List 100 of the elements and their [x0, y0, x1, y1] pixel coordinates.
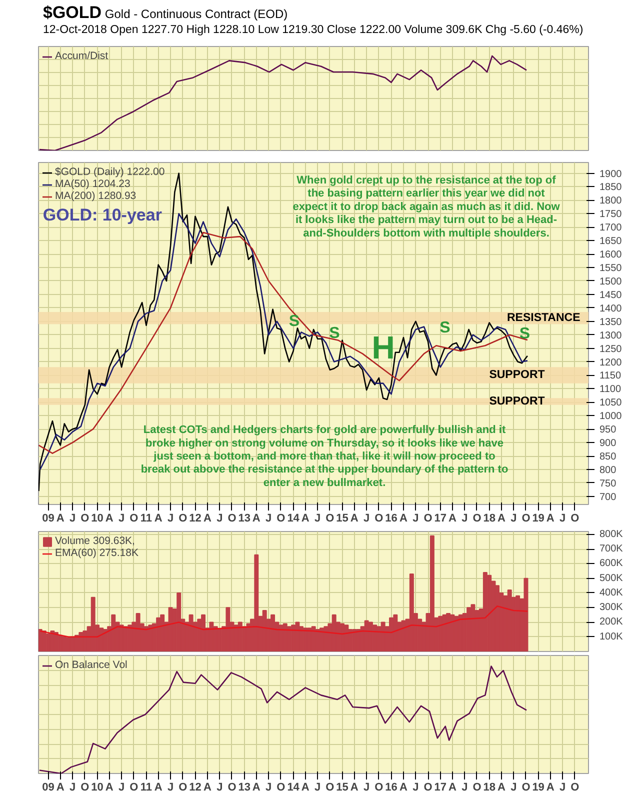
- x-tick-label: A: [301, 782, 310, 791]
- x-tick-label: 17: [434, 782, 446, 791]
- x-tick-label: J: [560, 512, 566, 524]
- x-tick-label: O: [130, 512, 139, 524]
- annotation: S: [329, 325, 340, 342]
- x-tick-label: 12: [189, 512, 202, 524]
- y-tick-label: 700: [600, 492, 617, 503]
- y-tick-label: 1400: [600, 303, 622, 314]
- x-tick-label: J: [412, 512, 419, 524]
- y-tick-label: 950: [600, 424, 617, 436]
- y-tick-label: 1150: [600, 370, 622, 382]
- x-tick-label: 13: [238, 782, 250, 791]
- bar: [226, 607, 230, 652]
- x-tick-label: O: [326, 782, 335, 791]
- x-tick-label: O: [276, 782, 286, 791]
- y-tick-label: 200K: [600, 616, 624, 628]
- x-tick-label: J: [216, 782, 223, 791]
- annotation: S: [440, 320, 451, 337]
- y-tick-label: 1300: [600, 330, 622, 342]
- bar: [46, 633, 51, 652]
- band-label: RESISTANCE: [506, 312, 581, 324]
- x-tick-label: J: [462, 782, 468, 791]
- x-tick-label: O: [522, 512, 531, 524]
- x-tick-label: A: [448, 782, 456, 791]
- y-tick-label: 400K: [600, 587, 624, 598]
- x-tick-label: O: [424, 782, 433, 791]
- x-tick-label: 09: [42, 782, 54, 791]
- x-tick-label: 11: [140, 512, 152, 524]
- bar: [111, 614, 116, 652]
- x-tick-label: J: [364, 782, 370, 791]
- bar: [307, 628, 312, 652]
- y-tick-label: 1450: [600, 290, 622, 301]
- x-tick-label: A: [252, 512, 260, 524]
- x-tick-label: A: [56, 512, 64, 524]
- x-tick-label: J: [314, 782, 321, 791]
- bar: [430, 535, 434, 652]
- x-tick-label: O: [472, 512, 482, 524]
- legend-label: Volume 309.63K,: [55, 535, 135, 547]
- x-tick-label: 14: [287, 512, 300, 524]
- annotation: H: [372, 330, 395, 366]
- y-tick-label: 1550: [600, 263, 622, 274]
- x-tick-label: O: [130, 782, 139, 791]
- x-tick-label: 09: [42, 512, 54, 524]
- x-tick-label: O: [228, 512, 237, 524]
- bar: [356, 629, 361, 652]
- band-label: SUPPORT: [489, 369, 545, 382]
- bar: [278, 624, 284, 652]
- x-tick-label: O: [178, 512, 188, 524]
- x-tick-label: J: [70, 512, 76, 524]
- x-tick-label: A: [105, 512, 114, 524]
- x-tick-label: 18: [483, 782, 496, 791]
- x-tick-label: 16: [385, 512, 398, 524]
- x-tick-label: 17: [434, 512, 446, 524]
- x-tick-label: O: [80, 512, 90, 524]
- x-tick-label: 13: [238, 512, 250, 524]
- x-tick-label: O: [80, 782, 90, 791]
- x-tick-label: J: [462, 512, 468, 524]
- x-tick-label: A: [252, 782, 260, 791]
- x-tick-label: O: [570, 782, 580, 791]
- text: 12-Oct-2018 Open 1227.70 High 1228.10 Low 1219.30 Close 1222.00 Volume 309.6K Chg -5.60 (-0.46%): [43, 24, 584, 36]
- x-tick-label: A: [56, 782, 64, 791]
- x-tick-label: J: [412, 782, 419, 791]
- x-tick-label: A: [350, 782, 358, 791]
- y-tick-label: 850: [600, 452, 617, 463]
- x-tick-label: O: [276, 512, 286, 524]
- bar: [524, 578, 528, 652]
- bar: [438, 616, 443, 652]
- x-tick-label: 19: [532, 782, 544, 791]
- x-tick-label: 15: [336, 782, 348, 791]
- y-tick-label: 1700: [600, 222, 622, 234]
- legend-label: On Balance Vol: [55, 659, 128, 671]
- x-tick-label: A: [301, 512, 310, 524]
- y-tick-label: 1900: [600, 168, 622, 180]
- x-tick-label: 16: [385, 782, 398, 791]
- x-tick-label: A: [546, 512, 554, 524]
- x-tick-label: O: [374, 782, 384, 791]
- y-tick-label: 800: [600, 464, 617, 476]
- y-tick-label: 700K: [600, 544, 624, 555]
- x-tick-label: A: [497, 512, 506, 524]
- legend-label: MA(200) 1280.93: [55, 190, 136, 202]
- x-tick-label: J: [167, 512, 174, 524]
- x-tick-label: A: [399, 782, 408, 791]
- x-tick-label: A: [203, 512, 212, 524]
- y-tick-label: 1200: [600, 357, 622, 368]
- y-tick-label: 1050: [600, 398, 622, 409]
- y-tick-label: 1750: [600, 209, 622, 220]
- bar: [160, 614, 165, 652]
- x-tick-label: 10: [91, 512, 104, 524]
- bar: [409, 573, 414, 652]
- x-tick-label: J: [314, 512, 321, 524]
- annotation: Latest COTs and Hedgers charts for gold are powerfully bullish and it broke higher on strong volume on Thursday, so it looks like we have just seen a bottom, and more than that, like it will now proceed to break out above the resistance at the upper boundary of the pattern to enter a new bullmarket.: [140, 424, 508, 489]
- x-tick-label: J: [560, 782, 566, 791]
- y-tick-label: 1000: [600, 411, 622, 422]
- bar: [254, 554, 259, 652]
- line-series: [39, 605, 528, 638]
- x-tick-label: A: [497, 782, 506, 791]
- y-tick-label: 1100: [600, 384, 622, 396]
- y-tick-label: 500K: [600, 572, 624, 584]
- x-tick-label: A: [399, 512, 408, 524]
- annotation: S: [288, 313, 300, 330]
